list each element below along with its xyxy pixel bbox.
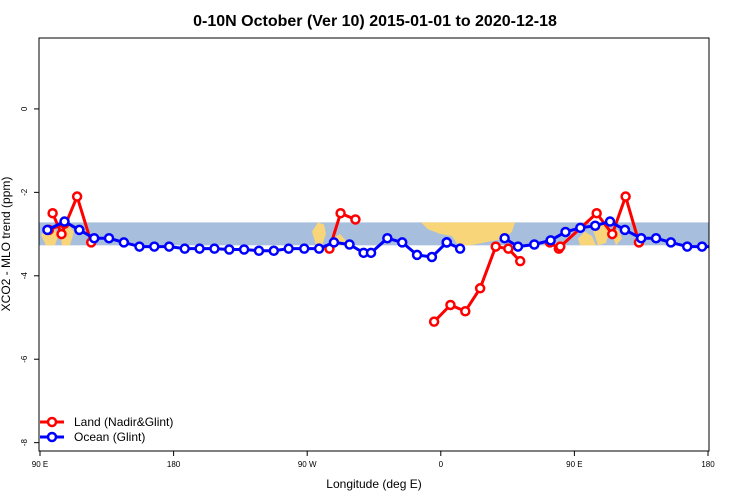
data-point — [428, 316, 440, 327]
data-point — [726, 243, 734, 251]
data-point — [696, 241, 708, 252]
x-tick-label: 0 — [439, 460, 444, 469]
series-layer — [42, 191, 734, 327]
y-tick-label: -8 — [20, 439, 29, 447]
data-point — [194, 243, 205, 254]
data-point — [454, 243, 466, 254]
data-point — [503, 243, 514, 254]
legend-ocean-label: Ocean (Glint) — [74, 430, 145, 444]
series-land — [43, 191, 645, 327]
data-point — [179, 243, 190, 254]
data-point — [88, 232, 100, 244]
data-point — [474, 283, 486, 294]
data-point — [118, 237, 130, 248]
y-tick-label: 0 — [20, 106, 29, 111]
legend-land-label: Land (Nadir&Glint) — [74, 415, 173, 429]
data-point — [529, 239, 540, 250]
data-point — [344, 239, 355, 250]
data-point — [499, 232, 510, 244]
legend-land-marker — [46, 416, 58, 428]
data-point — [441, 237, 452, 248]
data-point — [426, 251, 438, 263]
x-tick-label: 180 — [167, 460, 181, 469]
legend-ocean-marker — [46, 431, 58, 443]
series-line — [503, 220, 709, 249]
land-area — [421, 222, 515, 246]
ocean-band — [39, 222, 709, 246]
data-point — [555, 241, 566, 252]
data-point — [47, 207, 58, 219]
series-ocean — [42, 216, 734, 263]
data-point — [134, 241, 145, 252]
data-point — [665, 237, 677, 248]
data-point — [313, 243, 325, 254]
data-point — [490, 241, 501, 252]
data-point — [56, 228, 67, 240]
chart-title: 0-10N October (Ver 10) 2015-01-01 to 202… — [193, 13, 557, 30]
data-point — [382, 232, 393, 244]
data-point — [604, 216, 616, 227]
y-tick-label: -4 — [20, 272, 29, 280]
data-point — [512, 241, 524, 252]
legend-entry-land: Land (Nadir&Glint) — [40, 415, 173, 429]
data-point — [635, 232, 647, 244]
data-point — [560, 226, 571, 238]
data-point — [283, 243, 294, 254]
data-point — [298, 243, 310, 254]
legend-entry-ocean: Ocean (Glint) — [40, 430, 145, 444]
x-tick-label: 90 W — [298, 460, 317, 469]
data-point — [42, 224, 53, 236]
x-axis: 90 E 180 90 W 0 90 E 180 — [32, 451, 715, 469]
data-point — [163, 241, 175, 252]
x-tick-label: 90 E — [32, 460, 48, 469]
data-point — [575, 222, 586, 234]
data-point — [607, 228, 618, 240]
data-point — [591, 207, 602, 219]
data-point — [238, 244, 250, 255]
data-point — [396, 237, 408, 248]
y-axis-label: XCO2 - MLO trend (ppm) — [0, 177, 13, 312]
data-point — [650, 232, 662, 244]
data-point — [350, 214, 361, 225]
data-point — [545, 235, 556, 246]
data-point — [268, 245, 280, 257]
data-point — [59, 216, 70, 227]
data-point — [460, 305, 471, 317]
data-point — [253, 245, 265, 257]
x-tick-label: 180 — [701, 460, 715, 469]
land-area — [312, 222, 326, 246]
y-tick-label: -6 — [20, 355, 29, 363]
data-point — [365, 247, 377, 259]
data-point — [619, 224, 631, 236]
data-point — [74, 224, 85, 236]
data-point — [149, 241, 160, 252]
land-area — [578, 231, 596, 246]
x-axis-label: Longitude (deg E) — [326, 477, 421, 491]
data-point — [411, 249, 423, 261]
x-tick-label: 90 E — [566, 460, 582, 469]
data-point — [713, 243, 721, 251]
legend: Land (Nadir&Glint) Ocean (Glint) — [40, 415, 173, 444]
data-point — [209, 243, 220, 254]
series-line — [46, 220, 448, 259]
y-tick-label: -2 — [20, 188, 29, 196]
y-axis: 0 -2 -4 -6 -8 — [20, 106, 39, 446]
plot-frame — [38, 37, 710, 452]
data-point — [103, 232, 115, 244]
data-point — [620, 191, 631, 202]
data-point — [681, 241, 693, 252]
data-point — [71, 191, 83, 202]
data-point — [328, 237, 340, 248]
data-point — [514, 255, 526, 267]
data-point — [445, 299, 456, 311]
data-point — [335, 207, 346, 219]
data-point — [589, 220, 601, 231]
data-point — [224, 244, 235, 255]
